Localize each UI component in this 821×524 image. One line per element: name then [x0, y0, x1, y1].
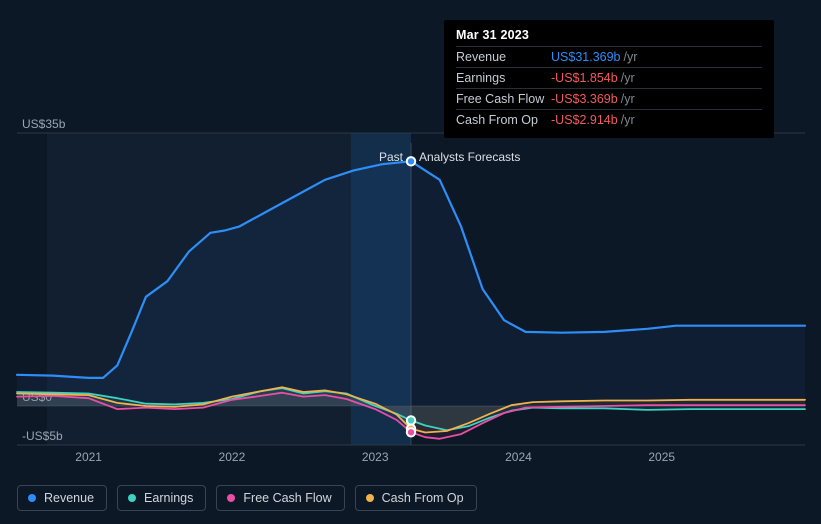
x-axis-label: 2023: [362, 450, 389, 464]
legend-dot-icon: [128, 494, 136, 502]
tooltip-row: RevenueUS$31.369b/yr: [456, 46, 762, 67]
x-axis-label: 2021: [75, 450, 102, 464]
x-axis-label: 2022: [219, 450, 246, 464]
tooltip-suffix: /yr: [621, 71, 635, 85]
separator-label-forecast: Analysts Forecasts: [419, 150, 520, 164]
legend-dot-icon: [366, 494, 374, 502]
x-axis-label: 2025: [648, 450, 675, 464]
legend-item-free_cash_flow[interactable]: Free Cash Flow: [216, 485, 344, 511]
chart-tooltip: Mar 31 2023 RevenueUS$31.369b/yrEarnings…: [444, 20, 774, 138]
tooltip-suffix: /yr: [624, 50, 638, 64]
legend-label: Earnings: [144, 491, 193, 505]
legend-label: Cash From Op: [382, 491, 464, 505]
tooltip-value: -US$1.854b: [551, 71, 618, 85]
y-axis-label: US$35b: [22, 117, 66, 131]
legend-label: Free Cash Flow: [243, 491, 331, 505]
legend-item-cash_from_op[interactable]: Cash From Op: [355, 485, 477, 511]
tooltip-metric: Earnings: [456, 71, 551, 85]
tooltip-metric: Free Cash Flow: [456, 92, 551, 106]
legend-label: Revenue: [44, 491, 94, 505]
legend-dot-icon: [227, 494, 235, 502]
tooltip-suffix: /yr: [621, 92, 635, 106]
legend-item-earnings[interactable]: Earnings: [117, 485, 206, 511]
financials-chart: US$35bUS$0-US$5b20212022202320242025Past…: [0, 0, 821, 524]
y-axis-label: -US$5b: [22, 429, 63, 443]
chart-legend: Revenue Earnings Free Cash Flow Cash From O…: [17, 485, 477, 511]
tooltip-title: Mar 31 2023: [456, 28, 762, 42]
tooltip-metric: Revenue: [456, 50, 551, 64]
tooltip-value: -US$2.914b: [551, 113, 618, 127]
tooltip-row: Free Cash Flow-US$3.369b/yr: [456, 88, 762, 109]
tooltip-metric: Cash From Op: [456, 113, 551, 127]
legend-item-revenue[interactable]: Revenue: [17, 485, 107, 511]
tooltip-value: US$31.369b: [551, 50, 621, 64]
tooltip-row: Earnings-US$1.854b/yr: [456, 67, 762, 88]
x-axis-label: 2024: [505, 450, 532, 464]
tooltip-row: Cash From Op-US$2.914b/yr: [456, 109, 762, 130]
legend-dot-icon: [28, 494, 36, 502]
tooltip-value: -US$3.369b: [551, 92, 618, 106]
tooltip-suffix: /yr: [621, 113, 635, 127]
